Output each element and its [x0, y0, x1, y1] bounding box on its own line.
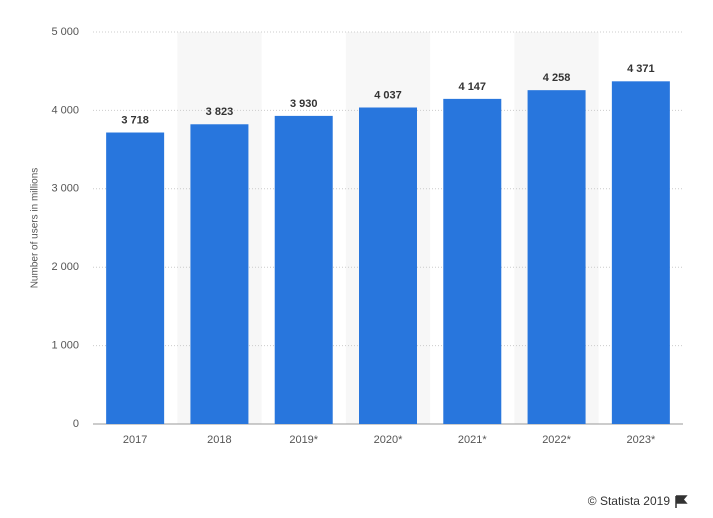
- x-tick-label: 2018: [207, 434, 231, 446]
- x-tick-label: 2019*: [289, 434, 318, 446]
- value-label: 3 718: [121, 114, 149, 126]
- x-tick-label: 2020*: [374, 434, 403, 446]
- y-tick-label: 3 000: [51, 183, 79, 195]
- value-label: 3 823: [206, 106, 234, 118]
- value-label: 4 037: [374, 89, 402, 101]
- value-label: 4 371: [627, 63, 655, 75]
- bar: [611, 81, 670, 424]
- y-axis-label: Number of users in millions: [30, 168, 41, 289]
- value-label: 4 258: [543, 72, 571, 84]
- bar: [190, 124, 249, 425]
- y-tick-label: 4 000: [51, 104, 79, 116]
- x-tick-label: 2022*: [542, 434, 571, 446]
- x-tick-label: 2017: [123, 434, 147, 446]
- x-tick-label: 2021*: [458, 434, 487, 446]
- flag-icon[interactable]: [675, 495, 688, 508]
- y-tick-label: 0: [73, 418, 79, 430]
- value-label: 4 147: [459, 81, 487, 93]
- bar: [443, 98, 502, 425]
- bar: [359, 107, 417, 424]
- bar: [106, 132, 165, 425]
- y-tick-label: 2 000: [51, 261, 79, 273]
- y-tick-label: 1 000: [51, 340, 79, 352]
- bar: [527, 90, 586, 425]
- x-tick-label: 2023*: [626, 434, 655, 446]
- value-label: 3 930: [290, 98, 318, 110]
- y-tick-label: 5 000: [51, 26, 79, 38]
- bar: [274, 115, 333, 424]
- credit: © Statista 2019: [588, 494, 671, 508]
